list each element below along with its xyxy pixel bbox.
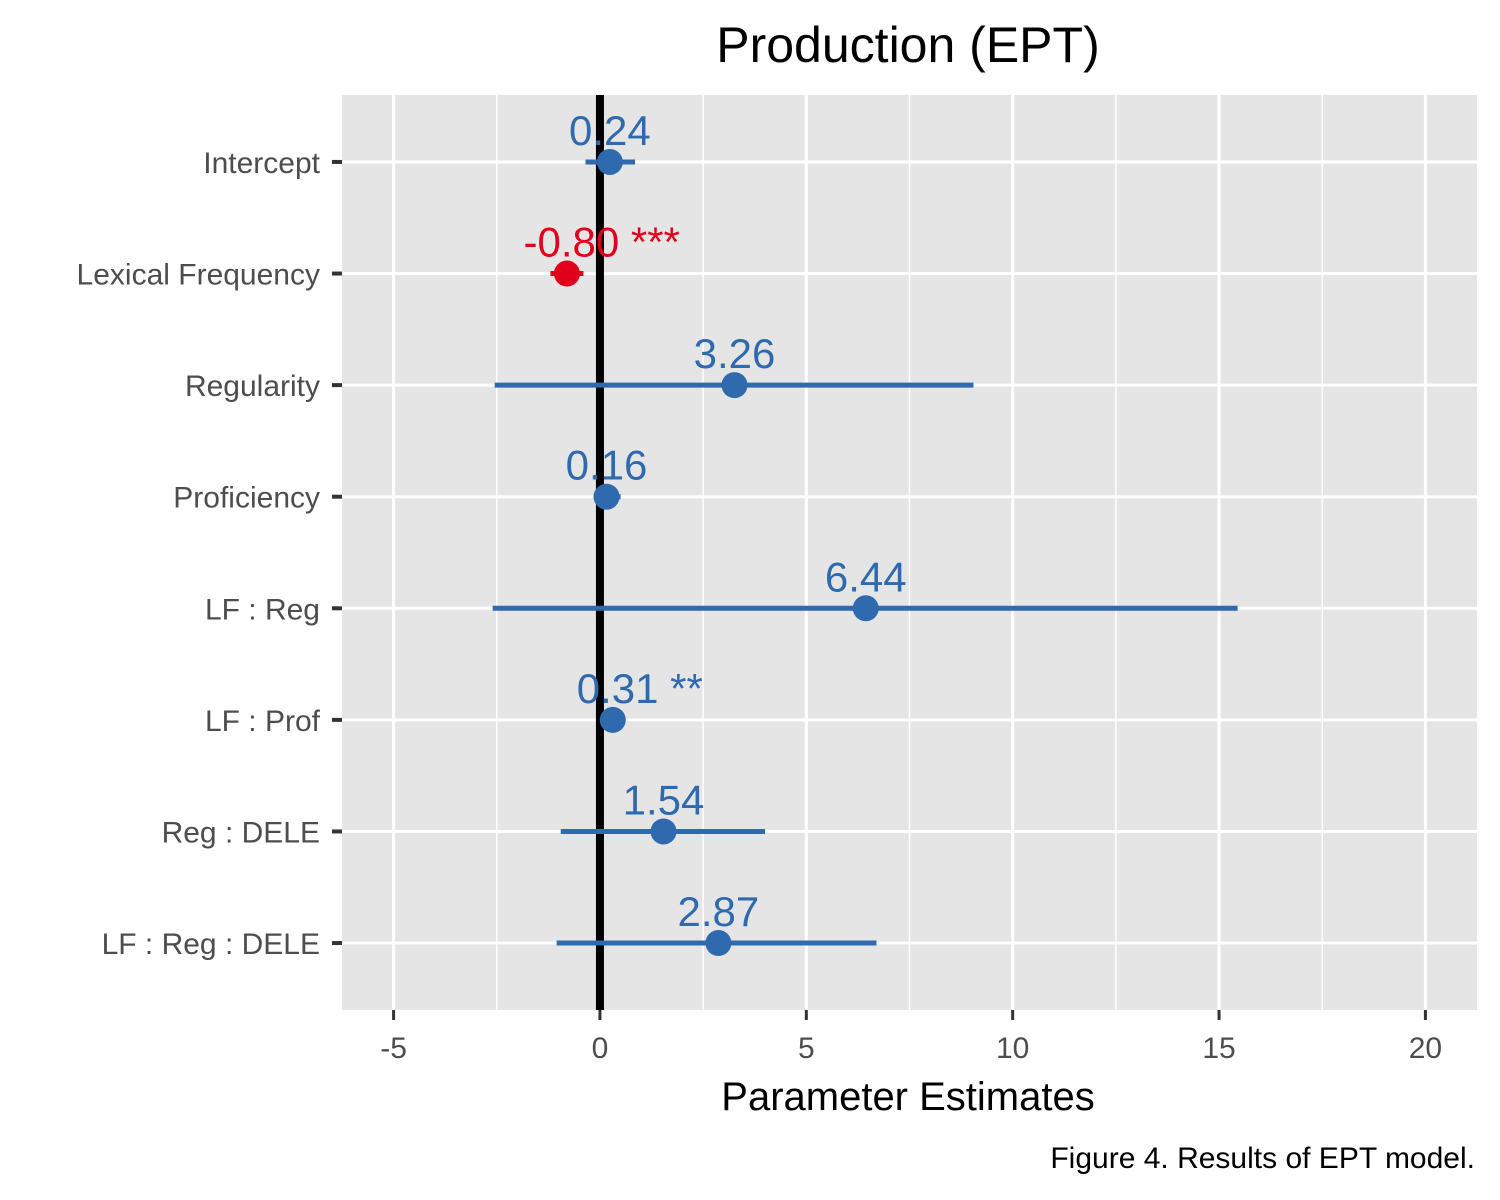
estimate-point (705, 930, 732, 957)
x-tick-label: 20 (1409, 1032, 1442, 1065)
y-tick-label: Proficiency (173, 482, 320, 515)
estimate-point (650, 818, 677, 845)
y-tick-label: LF : Prof (205, 705, 321, 738)
x-axis-label: Parameter Estimates (721, 1075, 1094, 1119)
y-tick-label: Regularity (185, 370, 320, 403)
x-tick-label: 15 (1202, 1032, 1235, 1065)
chart-title: Production (EPT) (716, 17, 1099, 73)
estimate-point (599, 706, 626, 733)
estimate-point (852, 595, 879, 622)
x-tick-label: 5 (798, 1032, 815, 1065)
x-tick-label: 10 (996, 1032, 1029, 1065)
estimate-label: 0.16 (566, 442, 648, 489)
estimate-label: 6.44 (825, 553, 907, 600)
x-tick-label: -5 (380, 1032, 407, 1065)
estimate-point (593, 483, 620, 510)
estimate-label: 0.31 ** (577, 665, 703, 712)
estimate-label: 2.87 (678, 888, 760, 935)
estimate-point (596, 148, 623, 175)
figure-caption: Figure 4. Results of EPT model. (1050, 1142, 1475, 1175)
y-tick-label: Lexical Frequency (77, 259, 320, 292)
estimate-point (721, 372, 748, 399)
x-tick-label: 0 (592, 1032, 609, 1065)
y-tick-label: LF : Reg (205, 593, 320, 626)
estimate-label: 0.24 (569, 107, 651, 154)
estimate-point (553, 260, 580, 287)
estimate-label: 1.54 (623, 776, 705, 823)
y-tick-label: Intercept (203, 147, 320, 180)
y-tick-label: Reg : DELE (162, 816, 320, 849)
y-tick-label: LF : Reg : DELE (102, 928, 320, 961)
estimate-label: 3.26 (694, 330, 776, 377)
estimate-label: -0.80 *** (523, 219, 679, 266)
